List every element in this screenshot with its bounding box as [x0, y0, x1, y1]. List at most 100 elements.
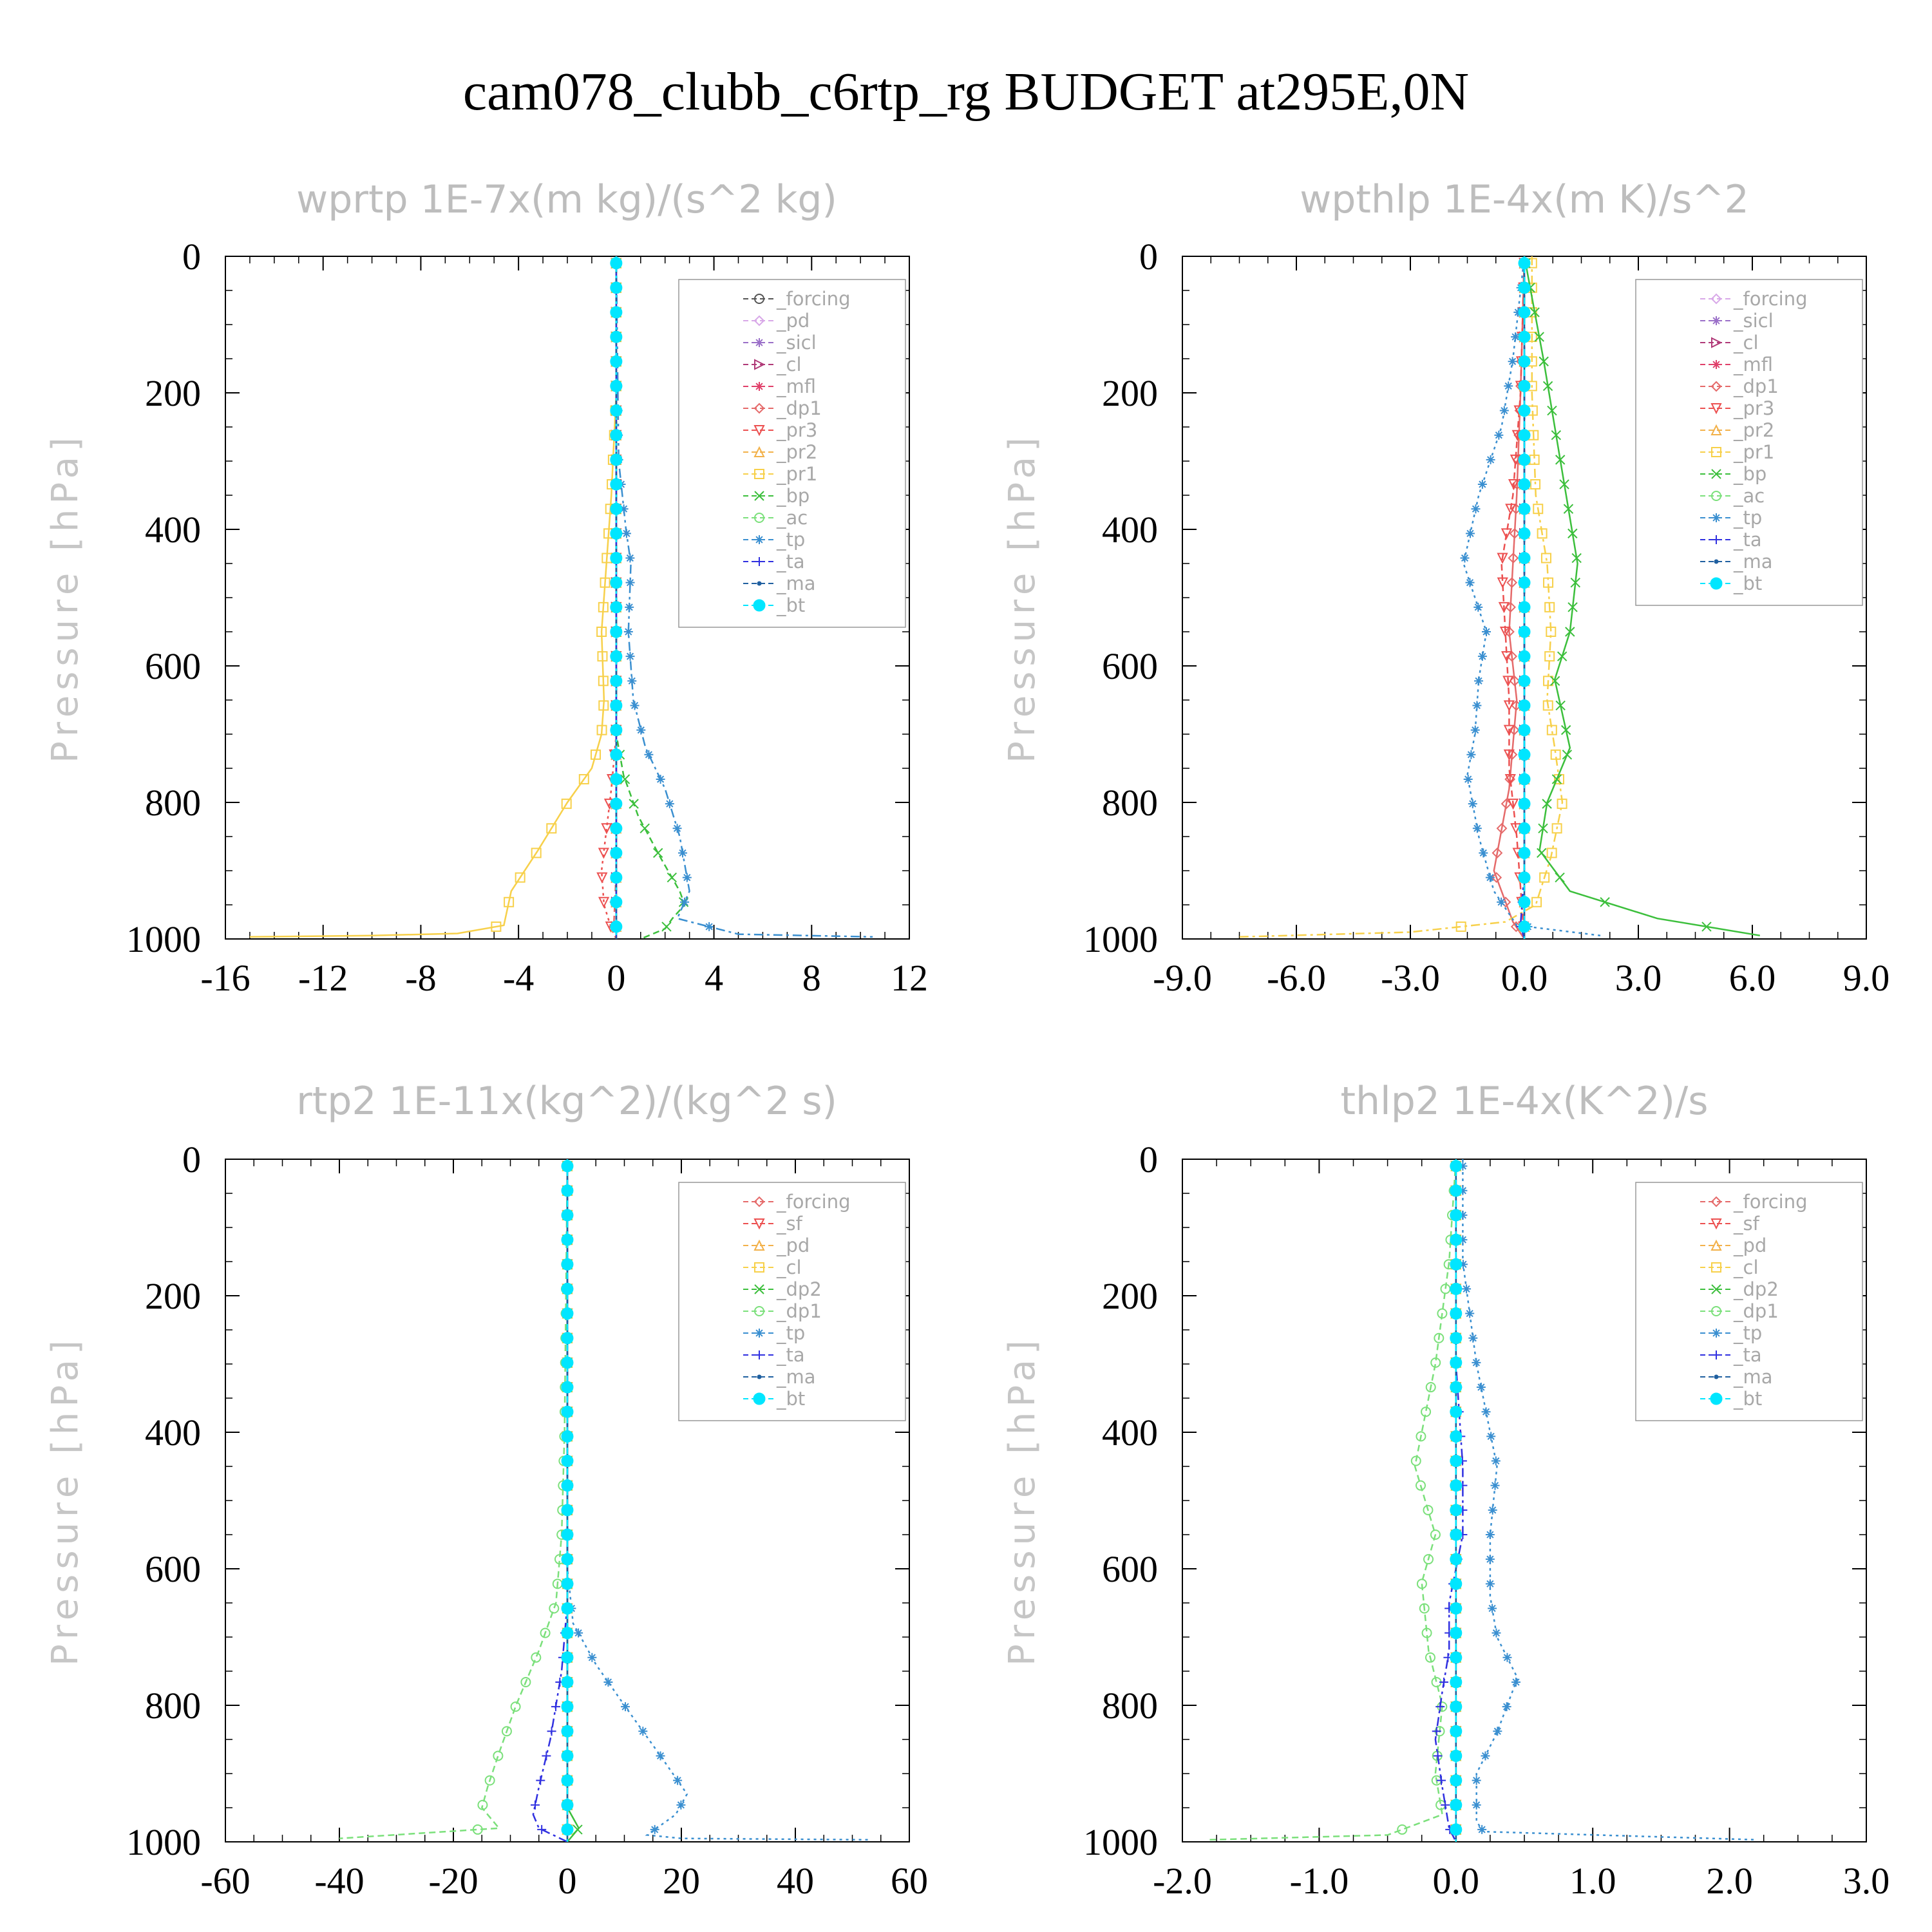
series-bt-point: [1518, 355, 1531, 368]
series-dp1-point: [1421, 1627, 1432, 1638]
series-pr3-point: [1501, 651, 1513, 663]
series-tp-point: [1504, 381, 1513, 391]
series-pr1-point: [1546, 848, 1557, 858]
legend-marker: [753, 599, 766, 612]
series-tp-point: [1513, 307, 1523, 317]
series-bt-point: [561, 1799, 574, 1812]
series-tp-point: [1458, 1186, 1468, 1195]
series-tp-point: [1468, 799, 1477, 809]
y-tick-label: 1000: [1083, 918, 1158, 960]
series-tp-point: [627, 676, 637, 686]
series-pr1-point: [598, 700, 609, 711]
series-tp-point: [638, 1727, 648, 1736]
series-tp-point: [1458, 1161, 1468, 1171]
x-tick-label: -8: [405, 957, 436, 999]
legend-marker: [755, 557, 764, 566]
series-ta-point: [542, 1751, 551, 1761]
legend-marker: [1712, 1329, 1721, 1338]
series-tp-point: [1477, 1824, 1487, 1834]
series-dp1-point: [1491, 872, 1502, 884]
series-tp-point: [1479, 848, 1488, 858]
series-tp-point: [1511, 1677, 1520, 1687]
series-bp-point: [1542, 799, 1552, 809]
legend-label: _sicl: [776, 332, 817, 354]
x-tick-label: 40: [777, 1860, 814, 1902]
legend-marker: [1710, 1196, 1722, 1208]
series-bt-point: [561, 1528, 574, 1541]
series-group: [1239, 256, 1761, 939]
legend-marker: [755, 535, 764, 544]
series-tp-point: [1502, 1702, 1511, 1712]
y-tick-label: 0: [1139, 1139, 1158, 1180]
legend-label: _cl: [776, 354, 802, 375]
series-pr1-point: [1531, 896, 1542, 907]
series-ta-point: [1437, 1776, 1446, 1785]
series-bt-point: [561, 1725, 574, 1738]
series-pr3-point: [1508, 479, 1520, 491]
series-tp-point: [625, 553, 635, 563]
series-bt-point: [610, 330, 623, 343]
series-pr3-point: [1510, 454, 1522, 466]
series-bp-point: [661, 922, 672, 932]
series-dp1-point: [493, 1750, 504, 1761]
series-dp1-line: [1493, 256, 1526, 939]
legend-marker: [1712, 1350, 1721, 1359]
series-bp-point: [1551, 430, 1562, 440]
legend: _forcing_sf_pd_cl_dp2_dp1_tp_ta_ma_bt: [1635, 1182, 1863, 1421]
series-bt-point: [1450, 1405, 1463, 1418]
series-tp-point: [621, 1702, 630, 1712]
series-bt-point: [610, 871, 623, 884]
series-pr3-point: [1499, 627, 1511, 638]
series-bp-point: [653, 848, 663, 858]
y-tick-label: 600: [1102, 1548, 1158, 1590]
legend-label: _bt: [776, 594, 805, 616]
series-pr3-point: [1498, 601, 1510, 614]
series-ta-point: [1432, 1727, 1441, 1736]
series-bt-point: [1450, 1749, 1463, 1762]
series-bp-line: [1523, 256, 1761, 936]
series-pr1-point: [1551, 823, 1562, 834]
figure-title: cam078_clubb_c6rtp_rg BUDGET at295E,0N: [463, 62, 1469, 122]
series-ta-point: [547, 1727, 556, 1736]
series-tp-point: [1458, 1210, 1468, 1220]
legend-marker: [753, 425, 765, 437]
legend-label: _forcing: [1733, 1191, 1808, 1213]
series-ta-point: [551, 1702, 560, 1712]
legend-label: _bp: [776, 485, 810, 507]
x-tick-label: 12: [891, 957, 928, 999]
series-bt-point: [1450, 1823, 1463, 1836]
series-bt-point: [1450, 1627, 1463, 1640]
series-bt-point: [1450, 1160, 1463, 1173]
series-dp1-point: [1430, 1530, 1441, 1540]
x-tick-label: -12: [298, 957, 348, 999]
series-dp1-point: [1509, 527, 1520, 539]
legend-marker: [755, 382, 764, 391]
series-tp-point: [1473, 602, 1483, 612]
series-bt-point: [1450, 1602, 1463, 1615]
series-bt-point: [610, 478, 623, 491]
series-bt-point: [610, 773, 623, 786]
series-tp-point: [656, 774, 665, 784]
legend-label: _ac: [1733, 485, 1765, 507]
series-bt-point: [610, 625, 623, 638]
series-ta-point: [1435, 1702, 1445, 1712]
series-bt-point: [610, 601, 623, 614]
x-tick-label: -3.0: [1381, 957, 1440, 999]
series-bt-point: [561, 1749, 574, 1762]
legend-label: _bp: [1733, 463, 1766, 485]
panels: wprtp 1E-7x(m kg)/(s^2 kg) Pressure [hPa]…: [44, 177, 1889, 1902]
series-dp1-point: [1419, 1603, 1430, 1614]
series-tp-point: [1472, 1776, 1481, 1785]
series-bt-point: [1450, 1307, 1463, 1320]
series-dp1-point: [1506, 577, 1518, 589]
series-bt-point: [1518, 699, 1531, 712]
legend-label: _dp1: [776, 1300, 822, 1322]
series-tp-point: [1511, 332, 1520, 342]
series-pr1-point: [1537, 528, 1548, 539]
series-dp1-point: [1430, 1357, 1441, 1368]
x-tick-label: -40: [314, 1860, 364, 1902]
legend-label: _cl: [1733, 332, 1759, 354]
legend-label: _tp: [776, 529, 805, 551]
series-bt-point: [610, 552, 623, 565]
series-bt-point: [1518, 404, 1531, 417]
